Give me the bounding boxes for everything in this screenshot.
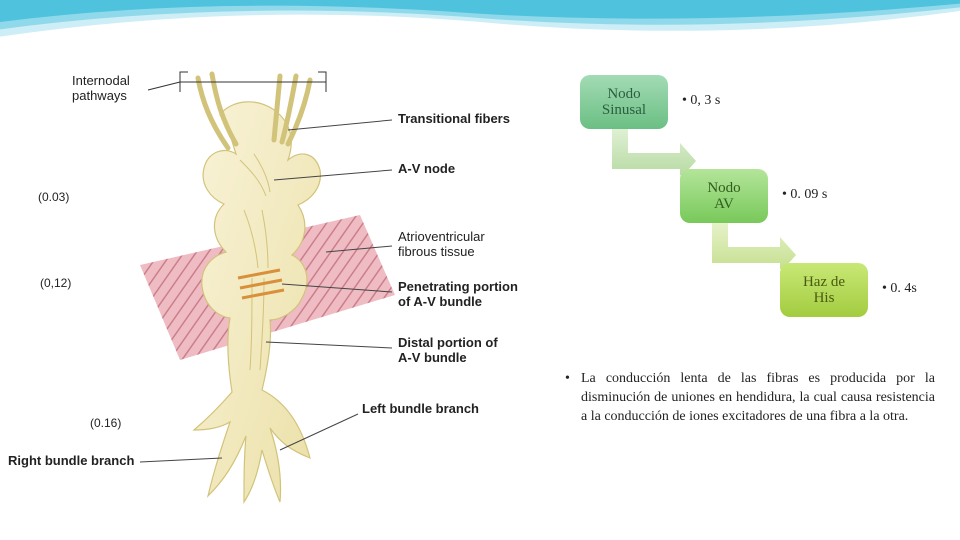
lead-rightbranch xyxy=(140,458,222,462)
flow-time-2: • 0. 09 s xyxy=(782,187,827,203)
wave-2 xyxy=(0,0,960,29)
lead-transitional xyxy=(288,120,392,130)
wave-header xyxy=(0,0,960,55)
flow-row-2: Nodo AV • 0. 09 s xyxy=(570,169,940,239)
timing-2: (0,12) xyxy=(40,276,71,290)
label-penetrating: Penetrating portion of A-V bundle xyxy=(398,280,518,310)
label-transitional: Transitional fibers xyxy=(398,112,510,127)
flow-label: Haz de His xyxy=(803,274,845,307)
anatomical-diagram: Internodal pathways Transitional fibers … xyxy=(30,70,540,510)
label-rightbranch: Right bundle branch xyxy=(8,454,134,469)
label-leftbranch: Left bundle branch xyxy=(362,402,479,417)
wave-1 xyxy=(0,0,960,22)
wave-3 xyxy=(0,0,960,37)
flow-label: Nodo Sinusal xyxy=(602,86,646,119)
bullet-mark: • xyxy=(565,370,581,427)
flow-box-av: Nodo AV xyxy=(680,169,768,223)
flow-label: Nodo AV xyxy=(707,180,740,213)
label-distal: Distal portion of A-V bundle xyxy=(398,336,498,366)
flow-box-his: Haz de His xyxy=(780,263,868,317)
flow-time-1: • 0, 3 s xyxy=(682,93,720,109)
timing-3: (0.16) xyxy=(90,416,121,430)
body-text: • La conducción lenta de las fibras es p… xyxy=(565,370,935,427)
flow-time-3: • 0. 4s xyxy=(882,281,917,297)
body-paragraph: La conducción lenta de las fibras es pro… xyxy=(581,370,935,427)
flow-row-1: Nodo Sinusal • 0, 3 s xyxy=(570,75,940,145)
label-fibrous: Atrioventricular fibrous tissue xyxy=(398,230,485,260)
flow-row-3: Haz de His • 0. 4s xyxy=(570,263,940,333)
lead-distal xyxy=(266,342,392,348)
label-internodal: Internodal pathways xyxy=(72,74,130,104)
flow-box-sinusal: Nodo Sinusal xyxy=(580,75,668,129)
label-avnode: A-V node xyxy=(398,162,455,177)
flow-area: Nodo Sinusal • 0, 3 s Nodo AV • 0. 09 s … xyxy=(570,75,940,353)
timing-1: (0.03) xyxy=(38,190,69,204)
